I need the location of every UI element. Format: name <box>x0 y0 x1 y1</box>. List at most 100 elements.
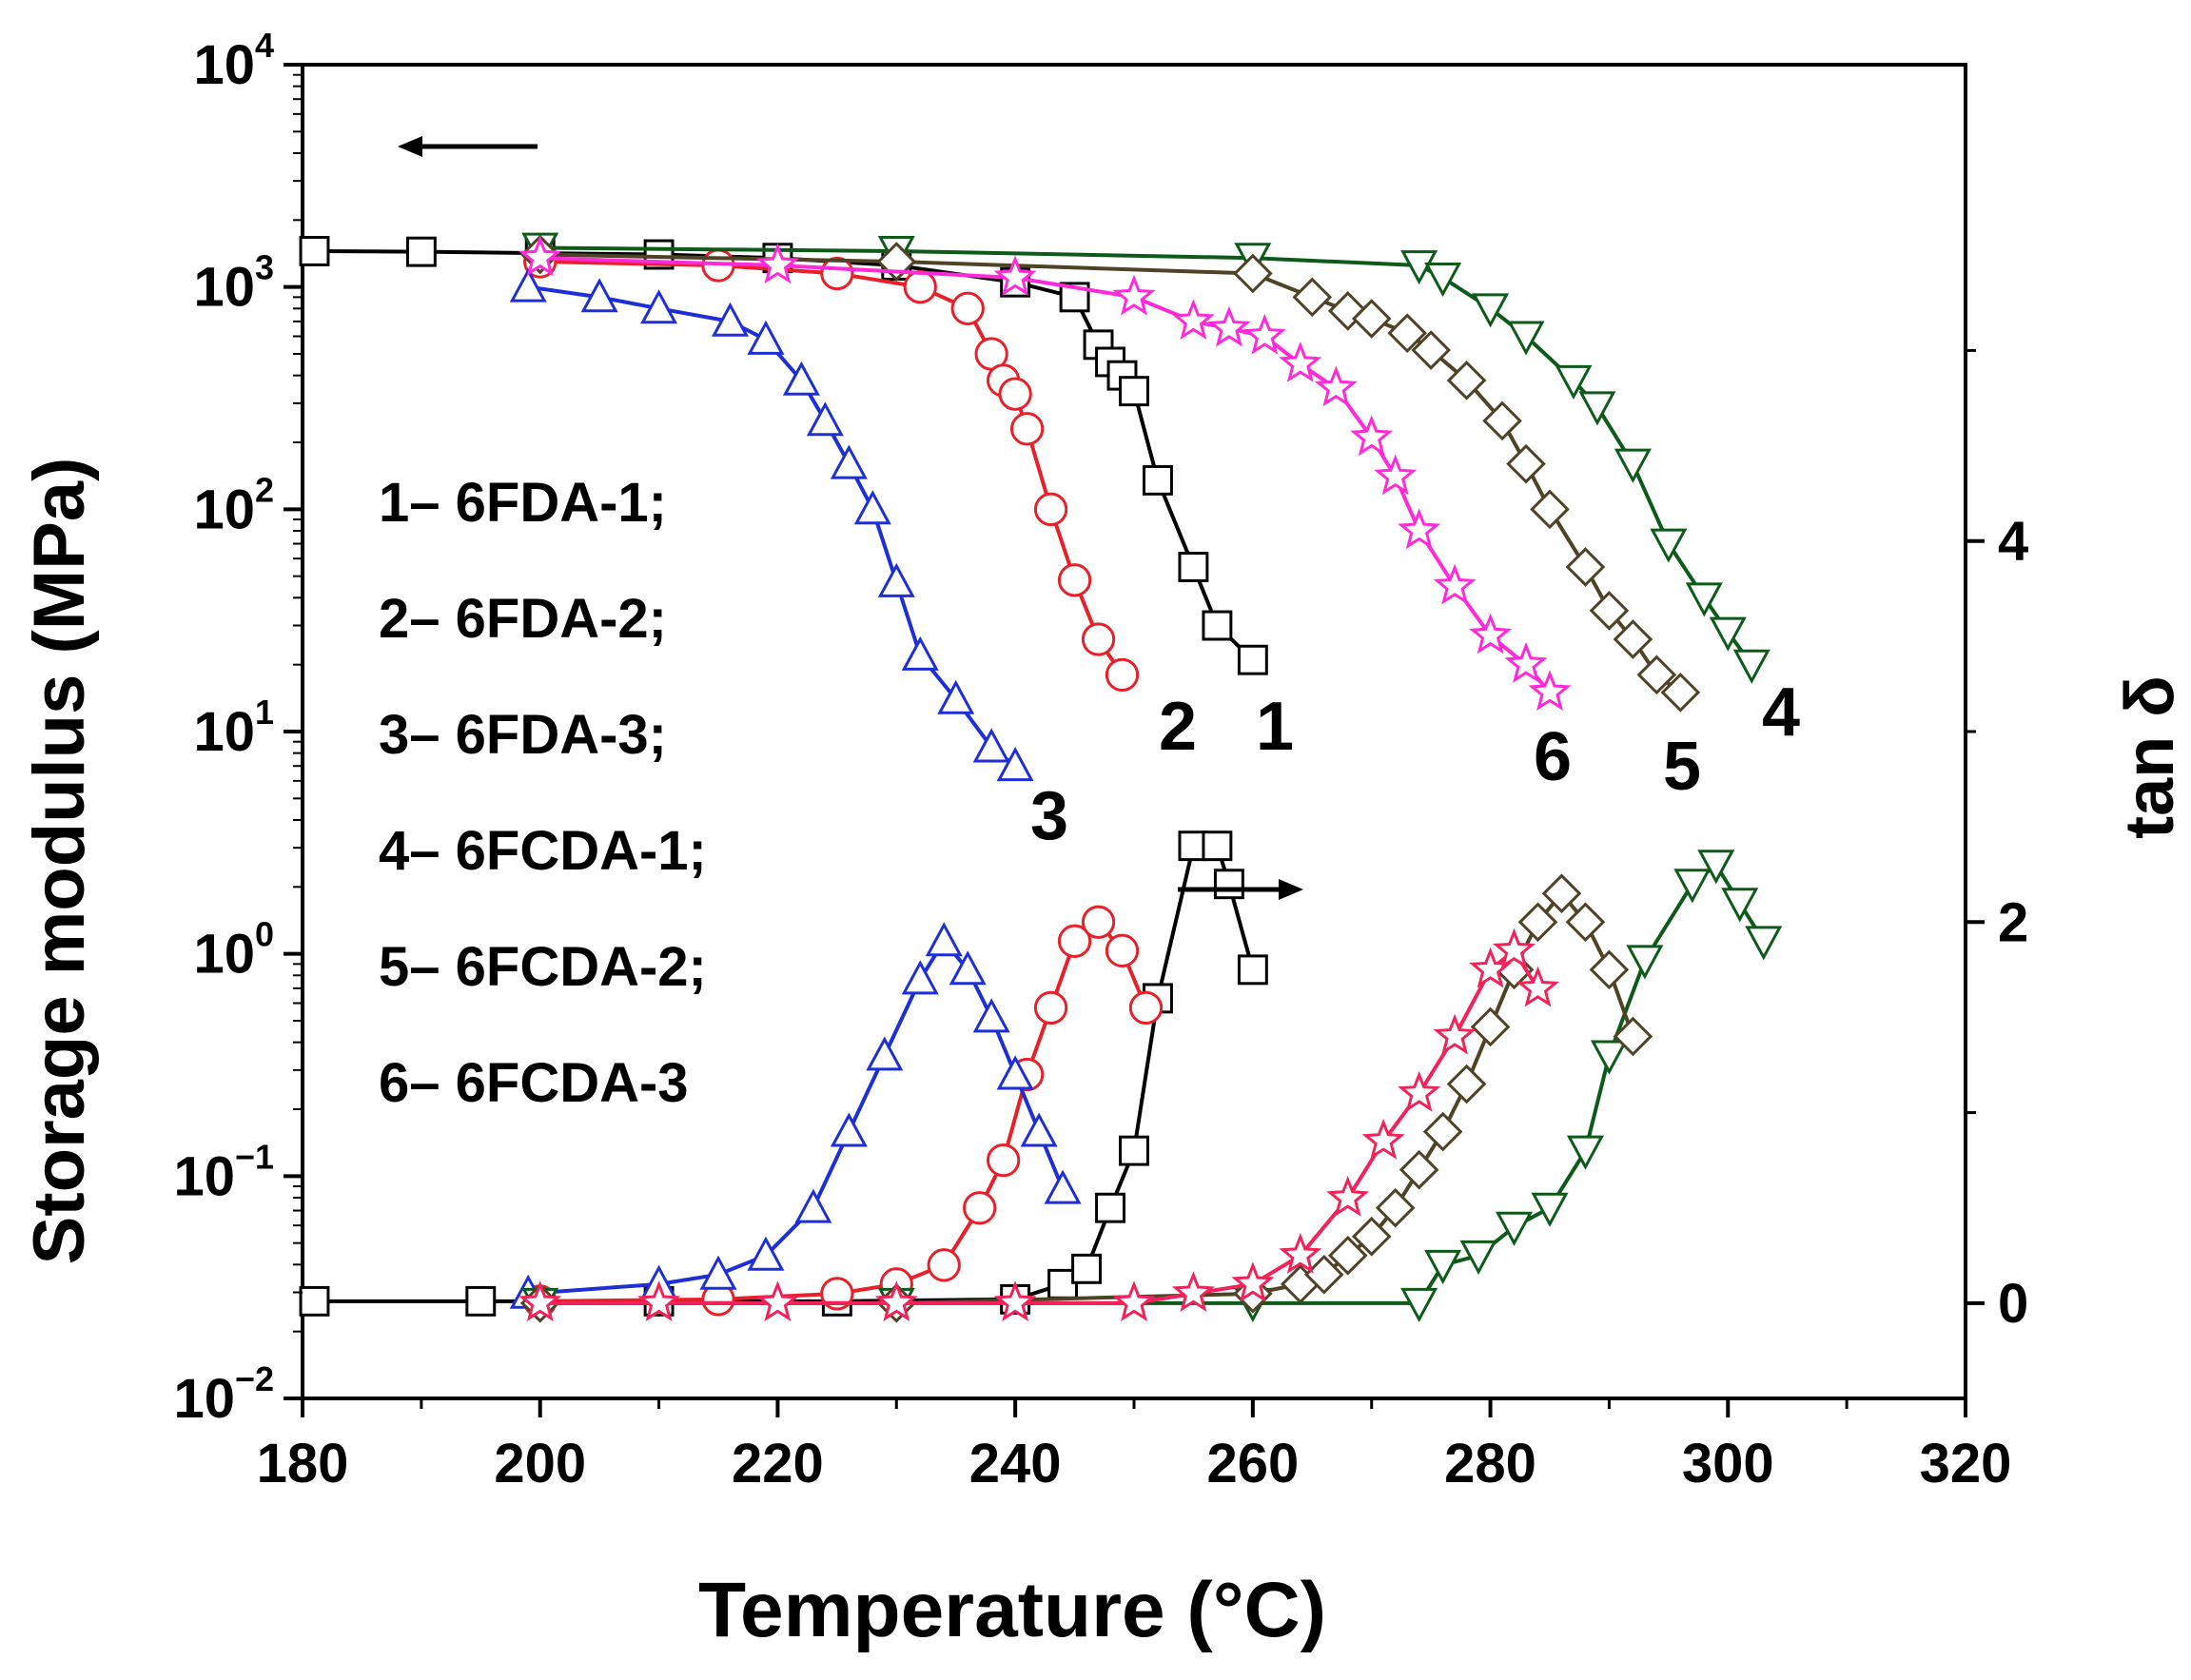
tan-delta-point-6FDA-2 <box>1081 905 1116 939</box>
x-tick-label: 240 <box>969 1433 1062 1494</box>
tan-delta-point-6FCDA-1 <box>1590 1040 1628 1075</box>
tan-delta-point-6FDA-2 <box>1105 933 1140 967</box>
series-layer <box>299 232 1783 1323</box>
modulus-point-6FCDA-2 <box>1613 619 1653 659</box>
modulus-point-6FCDA-2 <box>1589 591 1630 631</box>
modulus-point-6FCDA-3 <box>1207 305 1251 347</box>
tan-delta-point-6FDA-3 <box>830 1112 868 1147</box>
tan-delta-point-6FCDA-3 <box>1433 1013 1477 1055</box>
tan-delta-point-6FDA-3 <box>747 1236 785 1271</box>
modulus-point-6FCDA-1 <box>1424 263 1462 298</box>
x-axis-title: Temperature (°C) <box>698 1567 1326 1653</box>
modulus-point-6FCDA-2 <box>1233 253 1273 294</box>
axes-layer: 180 200 220 240 260 280 300 3201041031021011001… <box>173 26 2028 1494</box>
modulus-point-6FDA-2 <box>950 291 985 325</box>
tan-delta-point-6FDA-1 <box>1119 1135 1149 1166</box>
modulus-point-6FCDA-2 <box>1411 330 1451 370</box>
tan-delta-point-6FCDA-2 <box>1565 902 1606 943</box>
y-right-tick-label: 0 <box>1998 1273 2028 1335</box>
modulus-point-6FCDA-1 <box>1685 582 1723 617</box>
curve-label-5: 5 <box>1663 729 1701 805</box>
modulus-point-6FDA-2 <box>1009 412 1045 446</box>
tan-delta-point-6FCDA-1 <box>1745 926 1783 961</box>
tan-delta-point-6FDA-2 <box>963 1191 997 1225</box>
modulus-point-6FCDA-2 <box>1292 277 1333 318</box>
y-axis-left-title: Storage modulus (MPa) <box>19 458 100 1265</box>
modulus-point-6FCDA-1 <box>1555 364 1593 400</box>
x-tick-label: 320 <box>1920 1433 2012 1494</box>
modulus-point-6FDA-3 <box>996 747 1034 782</box>
modulus-point-6FDA-3 <box>806 401 844 437</box>
modulus-point-6FDA-2 <box>998 377 1032 411</box>
legend-entry: 4– 6FCDA-1; <box>379 820 707 882</box>
tan-delta-point-6FCDA-2 <box>1399 1149 1439 1190</box>
tan-delta-point-6FCDA-2 <box>1446 1064 1487 1104</box>
tan-delta-point-6FCDA-1 <box>1496 1211 1534 1246</box>
tan-delta-point-6FDA-3 <box>996 1055 1034 1090</box>
tan-delta-point-6FDA-1 <box>1237 954 1268 986</box>
curve-labels: 1 2 3 4 5 6 <box>1030 674 1800 854</box>
y-left-tick-label: 103 <box>193 248 274 319</box>
series-6FCDA-3 <box>518 235 1572 1322</box>
tan-delta-point-6FDA-3 <box>925 922 963 957</box>
modulus-point-6FCDA-2 <box>1446 361 1487 400</box>
modulus-point-6FCDA-3 <box>1433 563 1477 605</box>
tan-delta-point-6FDA-2 <box>927 1248 961 1282</box>
tan-delta-right-arrow <box>1178 879 1303 900</box>
y-left-tick-label: 10−1 <box>173 1137 274 1207</box>
tan-delta-point-6FDA-1 <box>1202 830 1233 862</box>
curve-label-4: 4 <box>1762 674 1800 751</box>
modulus-point-6FCDA-2 <box>876 242 917 282</box>
tan-delta-point-6FCDA-2 <box>1517 902 1558 943</box>
tan-delta-point-6FDA-3 <box>901 960 939 995</box>
modulus-point-6FDA-2 <box>1033 492 1068 526</box>
modulus-point-6FDA-3 <box>711 302 750 337</box>
modulus-point-6FDA-2 <box>820 256 854 291</box>
modulus-point-6FDA-3 <box>937 679 975 714</box>
x-tick-label: 260 <box>1206 1433 1299 1494</box>
modulus-point-6FCDA-3 <box>755 243 799 284</box>
modulus-point-6FCDA-2 <box>1482 400 1522 441</box>
tan-delta-point-6FDA-3 <box>949 950 987 986</box>
modulus-point-6FCDA-1 <box>1614 448 1652 483</box>
series-6FCDA-1 <box>521 232 1783 1323</box>
tan-delta-point-6FCDA-2 <box>1541 873 1582 914</box>
y-left-tick-label: 10−2 <box>173 1359 274 1430</box>
tan-delta-point-6FCDA-3 <box>1492 928 1536 969</box>
tan-delta-point-6FCDA-3 <box>1279 1233 1322 1274</box>
modulus-point-6FCDA-3 <box>1374 454 1418 496</box>
modulus-point-6FDA-3 <box>782 361 820 396</box>
tan-delta-point-6FCDA-2 <box>1589 949 1630 990</box>
modulus-point-6FDA-3 <box>509 267 547 303</box>
modulus-point-6FDA-1 <box>299 236 330 266</box>
modulus-point-6FDA-2 <box>1081 622 1116 656</box>
tan-delta-point-6FDA-3 <box>794 1188 832 1223</box>
y-left-tick-label: 102 <box>193 470 274 540</box>
x-tick-label: 300 <box>1682 1433 1774 1494</box>
tan-delta-point-6FCDA-3 <box>1516 966 1559 1007</box>
tan-delta-point-6FDA-2 <box>1033 990 1068 1026</box>
curve-label-2: 2 <box>1159 689 1197 765</box>
modulus-point-6FCDA-3 <box>993 255 1037 297</box>
modulus-point-6FCDA-3 <box>1350 415 1394 457</box>
modulus-point-6FDA-2 <box>1057 563 1092 597</box>
modulus-point-6FCDA-1 <box>1732 649 1770 684</box>
modulus-point-6FCDA-1 <box>1650 528 1688 563</box>
modulus-point-6FCDA-3 <box>1112 274 1156 316</box>
modulus-point-6FCDA-3 <box>518 235 562 277</box>
tan-delta-point-6FCDA-1 <box>1400 1287 1438 1323</box>
modulus-point-6FDA-3 <box>877 562 915 597</box>
modulus-point-6FDA-1 <box>405 236 437 267</box>
tan-delta-point-6FCDA-2 <box>1613 1016 1653 1057</box>
tan-delta-point-6FCDA-1 <box>1697 850 1735 885</box>
x-tick-label: 180 <box>257 1433 349 1494</box>
x-tick-label: 280 <box>1444 1433 1536 1494</box>
tan-delta-point-6FCDA-3 <box>874 1280 918 1321</box>
modulus-point-6FCDA-2 <box>1351 299 1392 339</box>
tan-delta-point-6FCDA-3 <box>1469 947 1513 988</box>
modulus-point-6FCDA-2 <box>1506 443 1546 484</box>
tan-delta-point-6FDA-1 <box>299 1285 330 1317</box>
curve-label-1: 1 <box>1256 689 1294 765</box>
tan-delta-point-6FDA-1 <box>1047 1268 1079 1299</box>
tan-delta-point-6FDA-3 <box>1020 1112 1058 1147</box>
